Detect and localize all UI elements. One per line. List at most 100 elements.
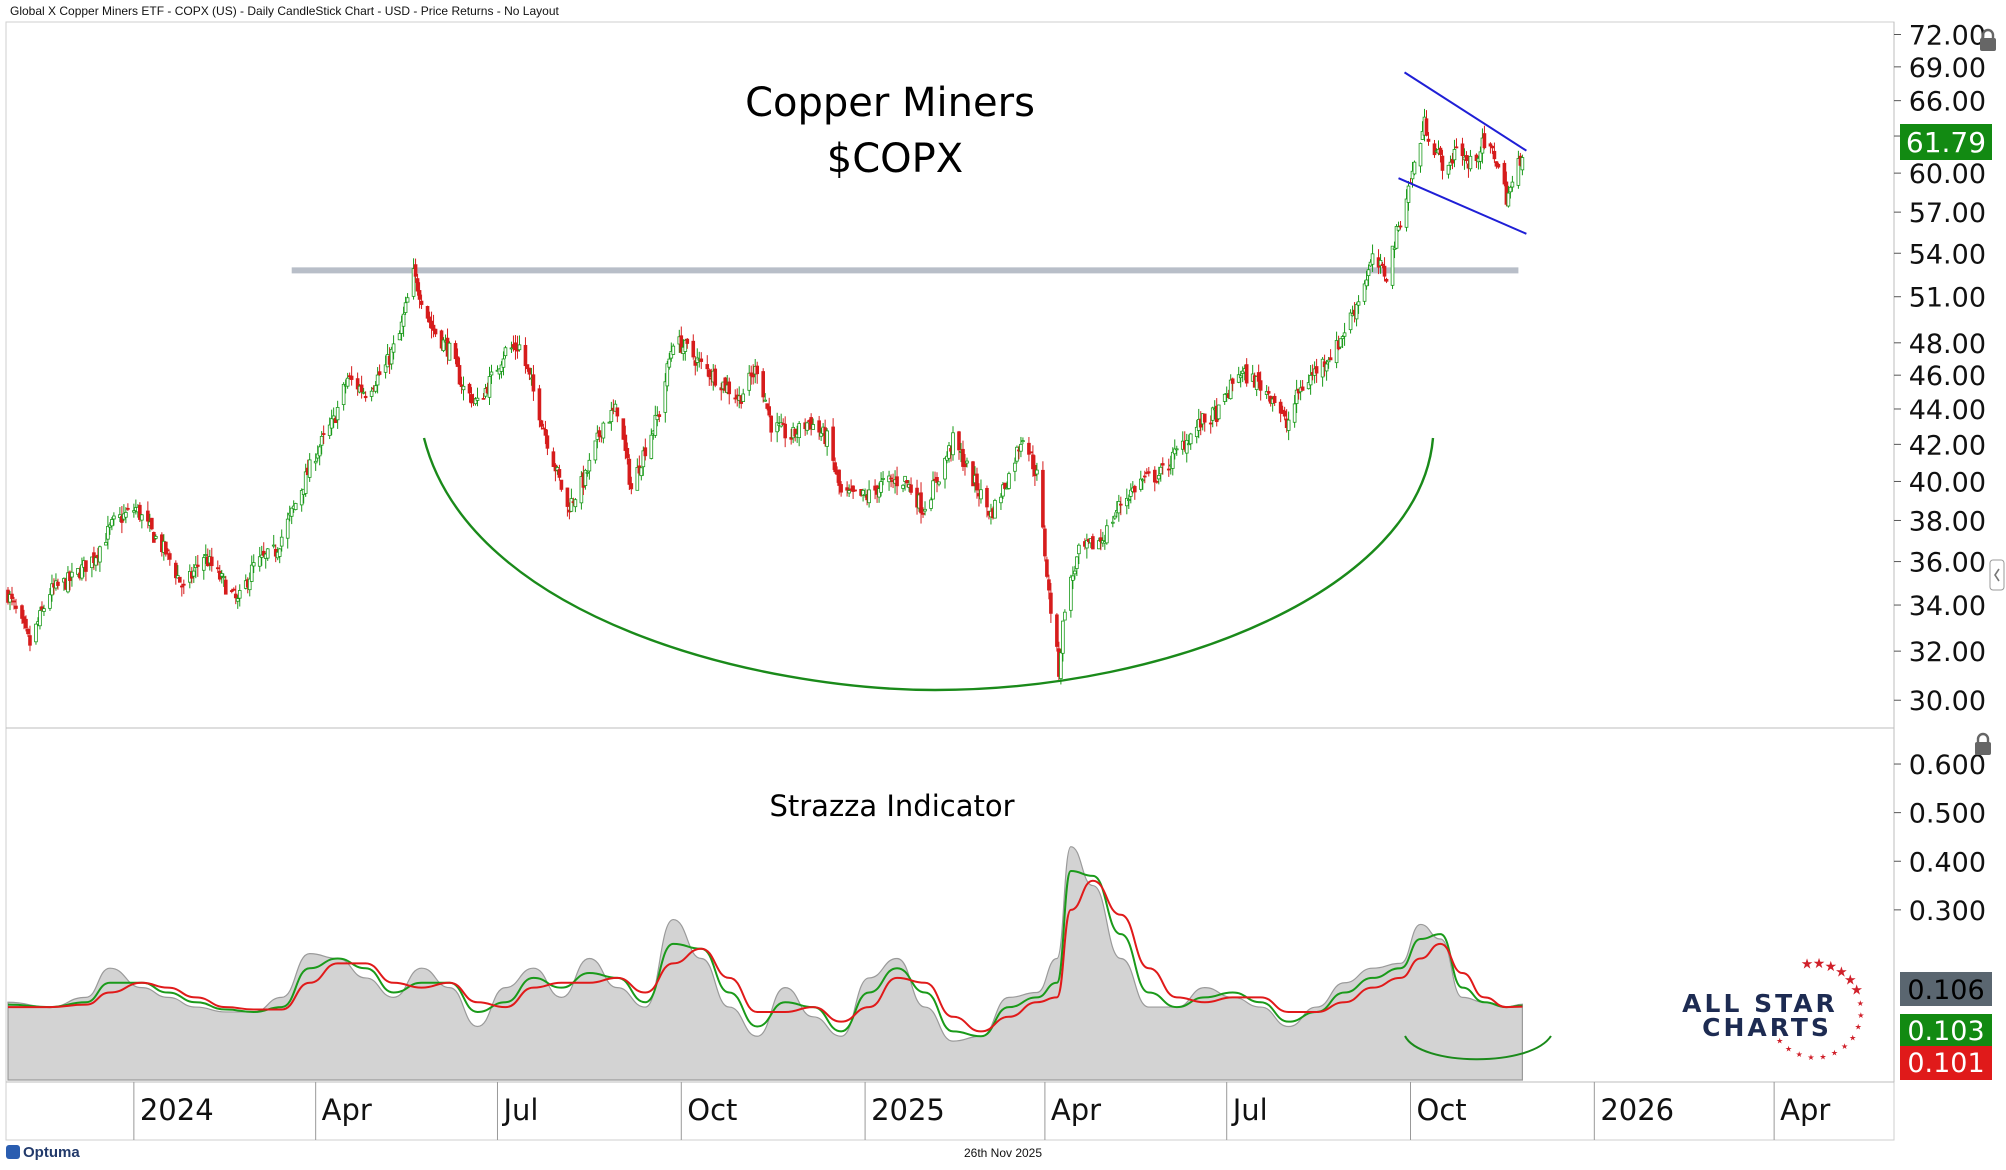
candle-body <box>40 606 44 610</box>
candle-body <box>369 390 374 397</box>
candle-body <box>203 554 208 556</box>
indicator-value-1: 0.106 <box>1907 975 1984 1006</box>
candle-body <box>104 542 108 546</box>
candle-body <box>531 374 536 392</box>
candle-body <box>1142 475 1147 478</box>
panel-collapse-handle[interactable] <box>1989 559 2005 591</box>
candle-body <box>1117 500 1121 514</box>
candle-body <box>1045 559 1049 577</box>
logo-star: ★ <box>1819 1052 1826 1061</box>
candle-body <box>947 445 951 459</box>
candle-body <box>557 469 562 478</box>
candle-body <box>1356 301 1361 306</box>
candle-body <box>1073 570 1077 575</box>
candle-body <box>999 496 1003 504</box>
candle-body <box>14 605 18 609</box>
candle-body <box>929 499 933 509</box>
candle-body <box>783 423 787 439</box>
candle-body <box>431 324 436 331</box>
candle-body <box>833 462 837 473</box>
candle-body <box>1184 439 1189 454</box>
candle-body <box>641 450 646 468</box>
candle-body <box>1308 375 1313 386</box>
candle-body <box>229 590 234 592</box>
svg-text:ALL STAR: ALL STAR <box>1682 989 1838 1018</box>
candle-body <box>1208 422 1213 425</box>
candle-body <box>919 492 923 514</box>
candle-body <box>901 484 905 489</box>
candle-body <box>373 385 378 392</box>
candle-body <box>565 487 570 507</box>
candle-body <box>279 536 284 547</box>
candle-body <box>1119 503 1123 506</box>
candle-body <box>509 347 514 350</box>
candle-body <box>761 371 765 398</box>
time-tick-label: Apr <box>1780 1093 1830 1127</box>
candle-body <box>66 572 70 593</box>
candle-body <box>235 598 240 602</box>
candle-body <box>1015 446 1019 462</box>
candle-body <box>1300 386 1305 391</box>
candle-body <box>501 358 506 368</box>
candle-body <box>1031 454 1035 470</box>
candle-body <box>1113 515 1117 519</box>
candle-body <box>1278 401 1283 414</box>
lock-icon[interactable] <box>1975 732 1991 755</box>
candle-body <box>751 373 756 378</box>
candle-body <box>321 433 326 435</box>
candle-body <box>459 384 464 387</box>
candle-body <box>1464 155 1469 161</box>
candle-body <box>164 541 168 555</box>
candle-body <box>1077 544 1081 555</box>
logo-star: ★ <box>1850 982 1863 998</box>
lock-icon[interactable] <box>1980 28 1996 51</box>
indicator-axis: 0.300 0.400 0.500 0.600 <box>1894 750 1986 927</box>
price-tick-label: 54.00 <box>1909 239 1986 270</box>
indicator-badge-1 <box>1900 972 1992 1006</box>
candle-body <box>903 475 907 482</box>
candle-body <box>331 415 336 420</box>
candle-body <box>965 460 969 464</box>
candle-body <box>299 490 304 506</box>
indicator-tick-label: 0.300 <box>1909 896 1986 927</box>
candle-body <box>447 342 452 361</box>
candle-body <box>1003 482 1007 489</box>
candle-body <box>34 623 38 643</box>
candle-body <box>1282 410 1287 417</box>
candle-body <box>277 548 282 557</box>
candle-body <box>28 635 32 646</box>
candle-body <box>1314 366 1319 374</box>
candle-body <box>307 459 312 478</box>
candle-body <box>1156 475 1161 480</box>
candle-body <box>1258 380 1263 391</box>
candle-body <box>1075 556 1079 569</box>
last-price-label: 61.79 <box>1906 126 1986 159</box>
candle-body <box>1091 536 1095 550</box>
candle-body <box>1272 395 1277 403</box>
candle-body <box>931 480 935 500</box>
candle-body <box>609 410 614 423</box>
candle-body <box>20 605 24 619</box>
candle-body <box>1410 170 1415 180</box>
svg-text:CHARTS: CHARTS <box>1702 1013 1832 1042</box>
candle-body <box>1043 528 1047 557</box>
candle-body <box>1334 340 1339 364</box>
candle-body <box>38 610 42 627</box>
candle-body <box>877 488 881 498</box>
candle-body <box>383 364 388 373</box>
candle-body <box>257 556 262 567</box>
candle-body <box>649 434 654 459</box>
candle-body <box>1105 525 1109 544</box>
candle-body <box>349 375 354 380</box>
indicator-area-fill <box>7 846 1523 1081</box>
candle-body <box>427 316 432 323</box>
candle-body <box>1133 486 1137 493</box>
price-tick-label: 40.00 <box>1909 467 1986 498</box>
candle-body <box>627 458 632 485</box>
candle-body <box>1071 575 1075 581</box>
candle-body <box>391 343 396 353</box>
candle-body <box>1230 378 1235 384</box>
candle-body <box>76 568 80 575</box>
candle-body <box>775 422 779 433</box>
candle-body <box>1027 442 1031 455</box>
